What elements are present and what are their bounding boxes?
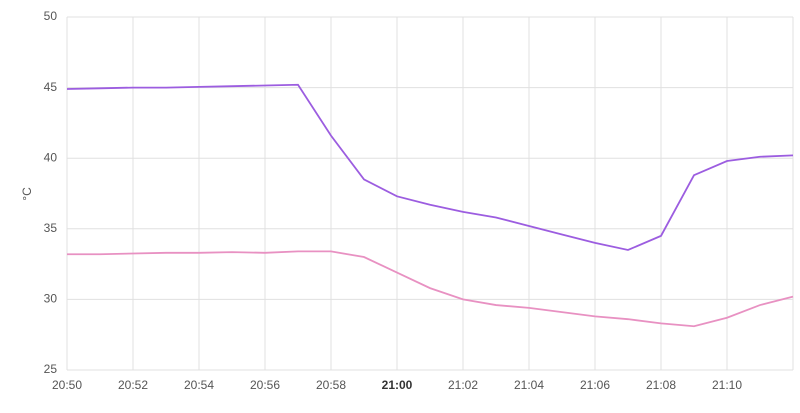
- x-tick-label: 20:52: [118, 378, 148, 392]
- y-tick-label: 30: [44, 292, 58, 306]
- y-tick-label: 45: [44, 80, 58, 94]
- y-tick-label: 35: [44, 221, 58, 235]
- y-axis-label: °C: [20, 187, 34, 201]
- series-line: [67, 250, 794, 328]
- x-tick-label: 21:00: [382, 378, 413, 392]
- y-tick-label: 40: [44, 150, 58, 164]
- x-tick-label: 21:02: [448, 378, 478, 392]
- x-tick-label: 20:50: [52, 378, 82, 392]
- y-tick-label: 25: [44, 362, 58, 376]
- x-tick-label: 20:54: [184, 378, 214, 392]
- y-tick-label: 50: [44, 9, 58, 23]
- x-tick-label: 20:56: [250, 378, 280, 392]
- x-tick-label: 21:10: [712, 378, 742, 392]
- x-tick-label: 21:04: [514, 378, 544, 392]
- series-line: [66, 83, 794, 251]
- x-tick-label: 21:08: [646, 378, 676, 392]
- x-tick-label: 20:58: [316, 378, 346, 392]
- x-tick-label: 21:06: [580, 378, 610, 392]
